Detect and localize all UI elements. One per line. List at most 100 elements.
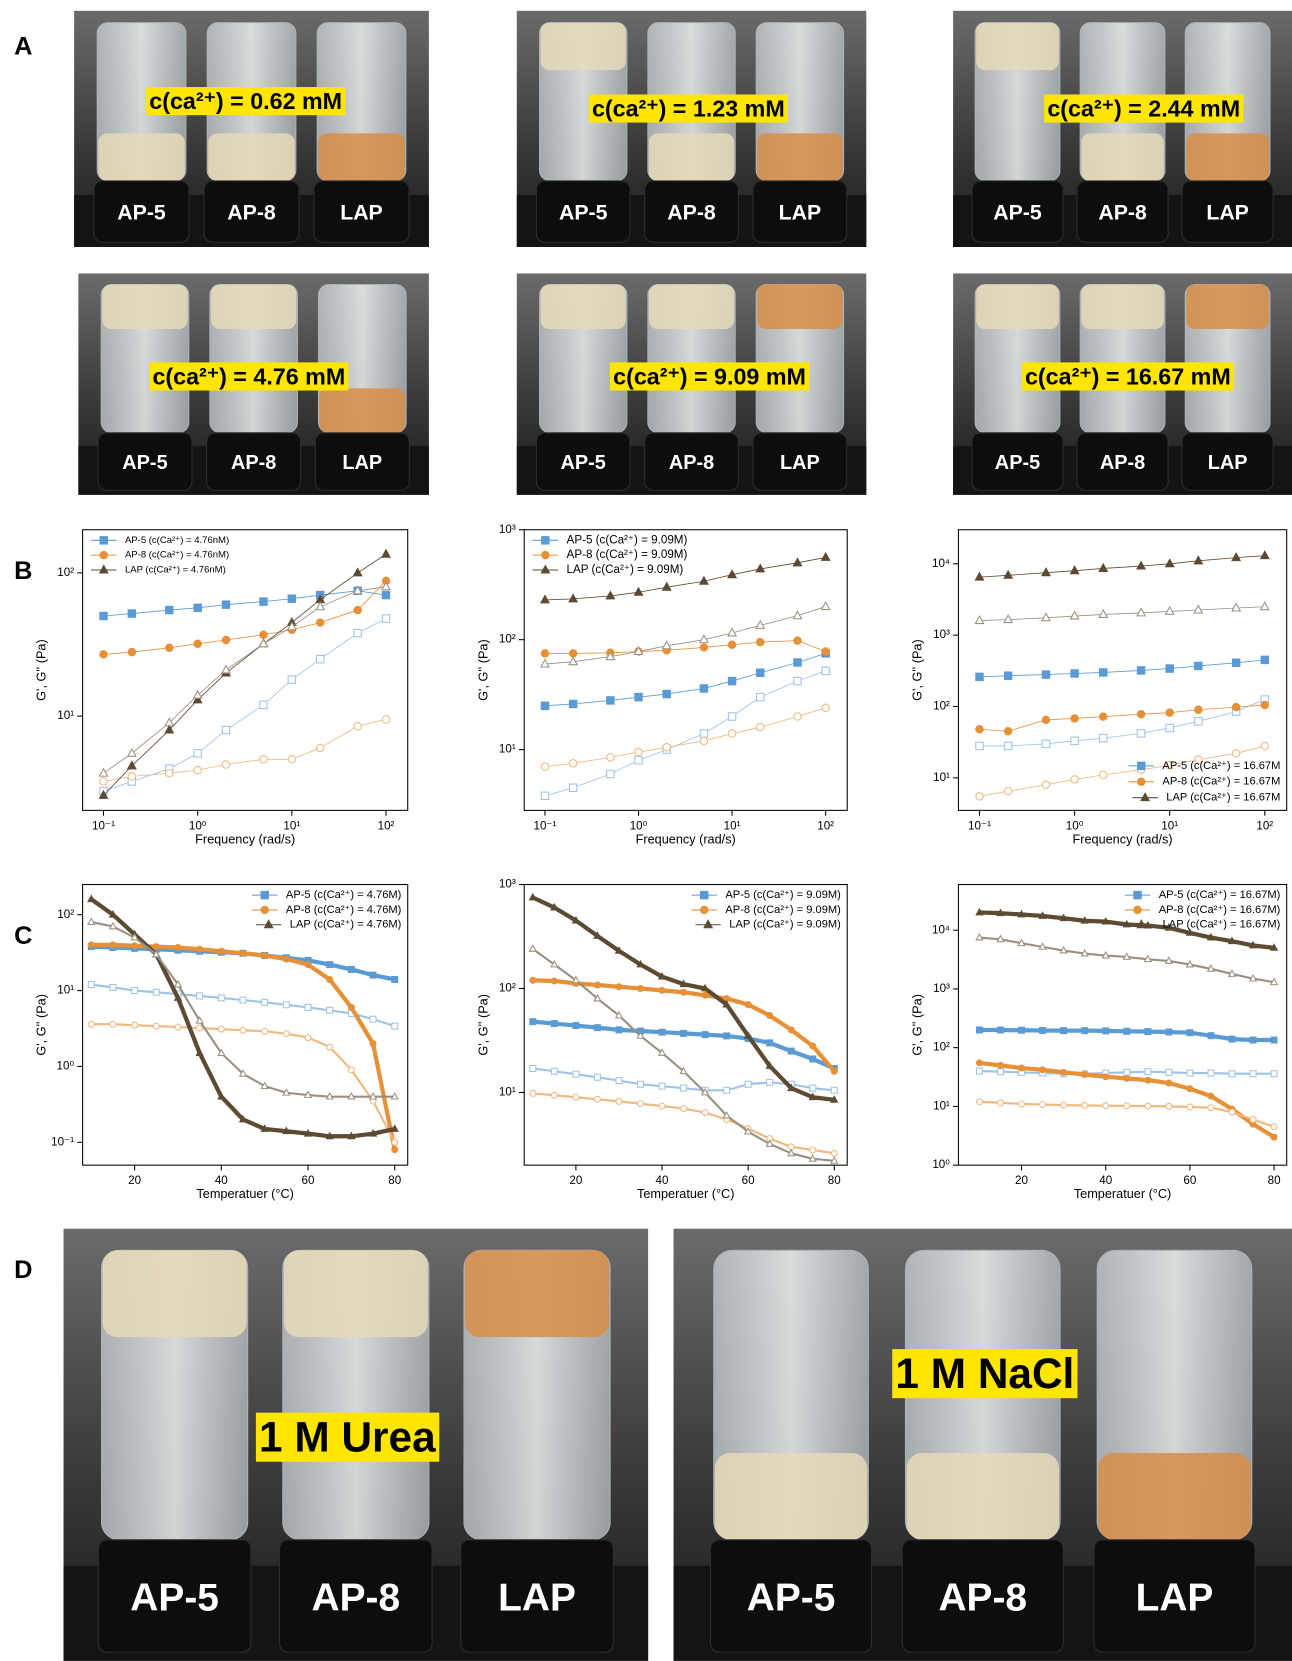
point <box>681 1030 687 1036</box>
point <box>1194 556 1202 563</box>
gel <box>907 1453 1059 1540</box>
point <box>327 1007 333 1013</box>
point <box>788 1048 794 1054</box>
point <box>541 650 548 657</box>
point <box>700 730 707 737</box>
legend-label: AP-8 (c(Ca²⁺) = 16.67M <box>1162 776 1280 788</box>
legend-label: AP-8 (c(Ca²⁺) = 9.09M) <box>567 548 688 561</box>
point <box>316 619 323 626</box>
point <box>110 1021 116 1027</box>
point <box>88 942 94 948</box>
point <box>541 763 548 770</box>
point <box>1004 571 1012 578</box>
legend-label: AP-8 (c(Ca²⁺) = 16.67M) <box>1159 904 1281 916</box>
point <box>110 984 116 990</box>
point <box>1124 1075 1130 1081</box>
point <box>1124 1069 1130 1075</box>
point <box>1137 710 1144 717</box>
point <box>283 1031 289 1037</box>
point <box>1082 1028 1088 1034</box>
point <box>1166 1103 1172 1109</box>
point <box>635 748 642 755</box>
point <box>175 1024 181 1030</box>
point <box>128 761 136 768</box>
point <box>128 773 135 780</box>
x-tick-label: 80 <box>388 1174 401 1187</box>
point <box>1103 1074 1109 1080</box>
point <box>1100 669 1107 676</box>
series-line <box>545 671 826 796</box>
point <box>197 993 203 999</box>
panel-label: B <box>14 557 32 585</box>
point <box>1229 1109 1235 1115</box>
point <box>1145 1077 1151 1083</box>
point <box>1145 1029 1151 1035</box>
vial-label: AP-5 <box>561 452 606 474</box>
point <box>745 1081 751 1087</box>
point <box>316 602 324 609</box>
point <box>1071 670 1078 677</box>
series-line <box>980 556 1265 577</box>
point <box>166 606 173 613</box>
point <box>1040 1101 1046 1107</box>
point <box>1137 608 1145 615</box>
point <box>1042 740 1049 747</box>
y-tick-label: 10¹ <box>933 771 950 784</box>
legend-label: AP-8 (c(Ca²⁺) = 4.76M) <box>286 904 402 916</box>
vial-label: AP-5 <box>117 201 166 225</box>
point <box>616 1098 622 1104</box>
panel-label: C <box>14 922 32 950</box>
point <box>659 987 665 993</box>
point <box>1138 762 1145 769</box>
point <box>128 610 135 617</box>
point <box>542 537 549 544</box>
x-tick-label: 10⁻¹ <box>92 819 115 832</box>
point <box>392 1147 398 1153</box>
point <box>976 793 983 800</box>
point <box>316 655 323 662</box>
legend-label: LAP (c(Ca²⁺) = 9.09M) <box>729 919 841 931</box>
point <box>573 1094 579 1100</box>
x-tick-label: 10² <box>378 819 395 832</box>
vial-label: AP-5 <box>559 201 608 225</box>
point <box>1208 1093 1214 1099</box>
point <box>638 1101 644 1107</box>
point <box>1187 1070 1193 1076</box>
caption: c(ca²⁺) = 4.76 mM <box>152 363 345 389</box>
chart: 10⁻¹10⁰10¹10²20406080Temperatuer (°C)G',… <box>35 885 408 1202</box>
point <box>1250 1116 1256 1122</box>
point <box>1166 607 1174 614</box>
y-tick-label: 10³ <box>933 982 950 995</box>
y-tick-label: 10⁰ <box>57 1060 75 1073</box>
point <box>794 659 801 666</box>
point <box>767 1013 773 1019</box>
point <box>153 989 159 995</box>
point <box>261 891 268 898</box>
y-tick-label: 10² <box>499 982 516 995</box>
point <box>1124 1028 1130 1034</box>
x-tick-label: 10⁻¹ <box>968 819 991 832</box>
point <box>1166 665 1173 672</box>
gel <box>102 285 188 329</box>
point <box>218 995 224 1001</box>
point <box>757 723 764 730</box>
vial-label: LAP <box>340 201 383 225</box>
point <box>100 566 108 573</box>
point <box>1261 742 1268 749</box>
gel <box>98 133 185 180</box>
point <box>542 551 549 558</box>
x-tick-label: 10¹ <box>724 819 741 832</box>
point <box>288 595 295 602</box>
point <box>222 761 229 768</box>
caption: c(ca²⁺) = 0.62 mM <box>149 88 342 114</box>
vial-label: AP-8 <box>667 201 716 225</box>
point <box>194 640 201 647</box>
caption: 1 M Urea <box>259 1414 436 1461</box>
point <box>88 1021 94 1027</box>
point <box>976 1099 982 1105</box>
gel <box>976 23 1059 70</box>
point <box>822 648 829 655</box>
point <box>1166 709 1173 716</box>
point <box>659 1029 665 1035</box>
